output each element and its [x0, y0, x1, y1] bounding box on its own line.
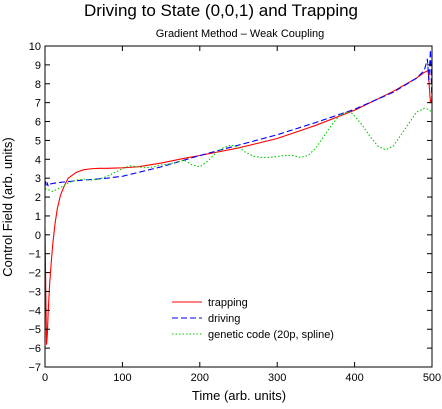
y-tick-label: 1: [35, 211, 41, 223]
y-tick-label: 5: [35, 135, 41, 147]
plot-frame: [44, 45, 433, 368]
y-axis-label: Control Field (arb. units): [0, 137, 15, 276]
y-tick-label: −5: [28, 324, 41, 336]
x-axis: 0 100 200 300 400 500: [42, 46, 441, 384]
plot-series: [44, 49, 433, 345]
series-line-3: [44, 107, 433, 192]
y-tick-label: 8: [35, 79, 41, 91]
x-tick-label: 100: [113, 372, 131, 384]
y-tick-label: 3: [35, 173, 41, 185]
x-tick-label: 400: [345, 372, 363, 384]
legend-label: genetic code (20p, spline): [208, 329, 334, 341]
y-tick-label: 7: [35, 98, 41, 110]
x-tick-label: 300: [268, 372, 286, 384]
legend-label: trapping: [208, 297, 248, 309]
y-tick-label: −7: [28, 362, 41, 374]
chart-subtitle: Gradient Method – Weak Coupling: [156, 28, 325, 40]
y-tick-label: −4: [28, 305, 41, 317]
y-tick-label: 9: [35, 60, 41, 72]
series-line-2: [44, 49, 433, 187]
x-tick-label: 500: [423, 372, 441, 384]
chart-title: Driving to State (0,0,1) and Trapping: [84, 1, 358, 20]
y-tick-label: 0: [35, 230, 41, 242]
legend-label: driving: [208, 313, 240, 325]
y-tick-label: −1: [28, 249, 41, 261]
y-axis: −7 −6 −5 −4 −3 −2 −1 0 1 2 3 4 5 6 7 8 9 10: [28, 41, 432, 374]
y-tick-label: 6: [35, 117, 41, 129]
y-tick-label: −2: [28, 268, 41, 280]
x-tick-label: 200: [191, 372, 209, 384]
x-axis-label: Time (arb. units): [192, 388, 286, 403]
x-tick-label: 0: [42, 372, 48, 384]
y-tick-label: −6: [28, 343, 41, 355]
y-tick-label: 2: [35, 192, 41, 204]
y-tick-label: 10: [29, 41, 41, 53]
y-tick-label: −3: [28, 286, 41, 298]
y-tick-label: 4: [35, 154, 41, 166]
legend: trapping driving genetic code (20p, spline…: [172, 297, 334, 341]
